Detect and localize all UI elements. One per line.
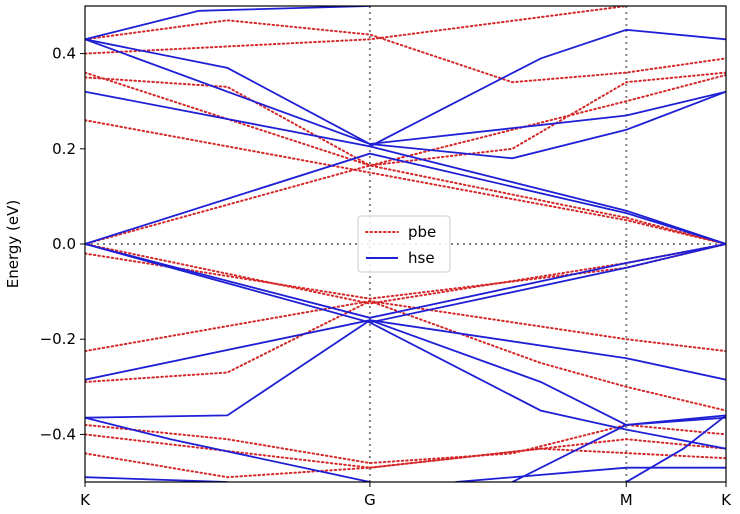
- hse-band-12: [85, 476, 228, 482]
- hse-band-10: [85, 416, 371, 482]
- y-axis-title: Energy (eV): [4, 200, 22, 288]
- hse-band-4: [85, 6, 370, 41]
- legend-label-hse: hse: [408, 249, 435, 267]
- hse-band-14: [455, 466, 726, 482]
- hse-band-6: [85, 243, 726, 324]
- hse-band-8: [85, 319, 726, 381]
- y-axis-ticks: −0.4 −0.2 0.0 0.2 0.4: [40, 45, 85, 443]
- y-tick-label-3: 0.2: [52, 140, 76, 158]
- legend: pbe hse: [357, 215, 451, 273]
- pbe-band-3: [85, 71, 726, 167]
- hse-band-15: [625, 414, 726, 482]
- legend-label-pbe: pbe: [408, 223, 436, 241]
- pbe-band-4: [85, 19, 726, 84]
- x-tick-label-3: K: [721, 491, 732, 509]
- pbe-band-9: [85, 300, 726, 412]
- y-tick-label-1: −0.2: [40, 330, 76, 348]
- y-tick-label-2: 0.0: [52, 235, 76, 253]
- pbe-band-2: [85, 164, 726, 245]
- hse-band-0: [85, 38, 726, 145]
- hse-band-13: [511, 414, 726, 482]
- pbe-band-8: [85, 300, 726, 353]
- y-tick-label-4: 0.4: [52, 45, 76, 63]
- x-tick-label-1: G: [364, 491, 376, 509]
- pbe-band-12: [85, 452, 371, 479]
- hse-series: [85, 6, 726, 482]
- pbe-band-5: [85, 6, 628, 55]
- hse-band-11: [369, 321, 726, 450]
- pbe-band-11: [85, 433, 726, 469]
- pbe-series: [85, 6, 726, 479]
- hse-band-9: [85, 319, 726, 426]
- reference-lines: [85, 6, 726, 482]
- hse-band-1: [85, 90, 726, 245]
- y-tick-label-0: −0.4: [40, 425, 76, 443]
- pbe-band-10: [85, 423, 726, 465]
- hse-band-3: [85, 38, 726, 160]
- x-tick-label-2: M: [620, 491, 633, 509]
- pbe-band-0: [85, 71, 726, 167]
- hse-band-7: [85, 243, 726, 319]
- x-tick-label-0: K: [80, 491, 91, 509]
- hse-band-5: [369, 28, 726, 148]
- hse-band-2: [85, 152, 726, 245]
- pbe-band-13: [368, 447, 726, 469]
- pbe-band-1: [85, 119, 726, 245]
